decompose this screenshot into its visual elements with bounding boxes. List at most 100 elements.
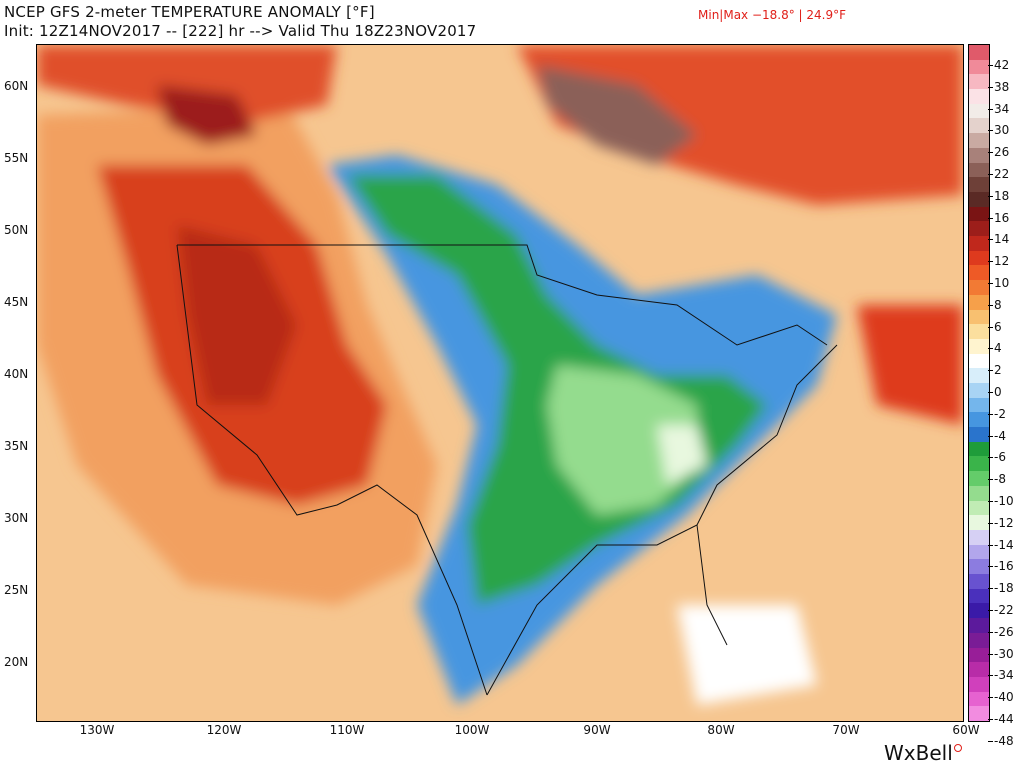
color-scale-segment <box>969 294 989 310</box>
us-canada-border <box>177 244 828 346</box>
color-scale-label: 34 <box>994 101 1010 116</box>
lat-label: 35N <box>4 439 29 453</box>
color-scale-tick <box>988 283 993 284</box>
color-scale-segment <box>969 397 989 413</box>
color-scale-label: -40 <box>994 690 1014 705</box>
lon-label: 100W <box>454 723 490 737</box>
lat-label: 55N <box>4 151 29 165</box>
color-scale-tick <box>988 588 993 590</box>
color-scale-label: -10 <box>994 494 1014 508</box>
lat-label: 40N <box>4 367 29 381</box>
color-scale-tick <box>988 130 993 132</box>
color-scale-segment <box>969 177 989 193</box>
coldest-core <box>547 365 697 515</box>
color-scale-label: -26 <box>994 624 1014 639</box>
color-scale-segment <box>969 618 989 634</box>
color-scale-segment <box>969 632 989 648</box>
color-scale-segment <box>969 103 989 119</box>
color-scale-segment <box>969 206 989 222</box>
color-scale-segment <box>969 59 989 75</box>
color-scale-label: 10 <box>994 276 1010 290</box>
hot-nw-core <box>157 85 257 145</box>
color-scale-label: 6 <box>994 319 1002 334</box>
color-scale-segment <box>969 544 989 560</box>
color-scale-segment <box>969 603 989 619</box>
brand-dot-icon <box>953 744 962 752</box>
color-scale-label: -18 <box>994 581 1014 596</box>
lon-label: 60W <box>952 723 980 737</box>
color-scale-tick <box>988 457 993 459</box>
color-scale-label: 38 <box>994 79 1010 94</box>
color-scale-label: -8 <box>994 472 1006 487</box>
color-scale-segment <box>969 471 989 487</box>
color-scale-tick <box>988 522 993 524</box>
brand-logo: WxBell <box>884 741 962 765</box>
color-scale-segment <box>969 412 989 428</box>
color-scale-label: 16 <box>994 210 1010 225</box>
color-scale-segment <box>969 191 989 208</box>
hotter-west-core <box>177 225 297 405</box>
color-scale-label: -6 <box>994 450 1006 465</box>
color-scale-segment <box>969 280 989 296</box>
color-scale-label: -48 <box>994 733 1014 748</box>
neutral-caribbean-zone <box>677 605 817 705</box>
color-scale-segment <box>969 529 989 546</box>
political-borders <box>176 244 838 696</box>
color-scale-label: -16 <box>994 559 1014 574</box>
color-scale-segment <box>969 236 989 252</box>
color-scale-label: -2 <box>994 406 1006 421</box>
lon-label: 110W <box>329 723 365 737</box>
color-scale-segment <box>969 353 989 369</box>
color-scale-label: -22 <box>994 603 1014 617</box>
color-scale-tick <box>988 108 993 110</box>
lat-label: 50N <box>4 223 29 237</box>
map-canvas <box>37 45 963 721</box>
color-scale-segment <box>969 574 989 590</box>
color-scale-tick <box>988 544 993 546</box>
min-max-readout: Min|Max −18.8° | 24.9°F <box>698 8 847 22</box>
color-scale-segment <box>969 647 989 663</box>
color-scale-tick <box>988 370 993 372</box>
color-scale-segment <box>969 89 989 105</box>
color-scale-segment <box>969 441 989 457</box>
lon-label: 120W <box>206 723 242 737</box>
color-scale-label: 26 <box>994 145 1010 160</box>
color-scale-tick <box>988 195 993 197</box>
color-scale-segment <box>969 118 989 134</box>
brand-name: WxBell <box>884 741 953 765</box>
color-scale-label: 0 <box>994 385 1002 399</box>
lon-label: 70W <box>832 723 860 737</box>
color-scale-label: 22 <box>994 167 1010 181</box>
color-scale-segment <box>969 147 989 164</box>
color-scale-tick <box>988 610 993 611</box>
temperature-anomaly-map <box>36 44 964 722</box>
color-scale-bar <box>968 44 990 722</box>
florida-outline <box>696 524 728 646</box>
lat-label: 30N <box>4 511 29 525</box>
color-scale-tick <box>988 631 993 633</box>
color-scale-label: 18 <box>994 188 1010 203</box>
color-scale-tick <box>988 174 993 175</box>
color-scale-label: -14 <box>994 537 1014 552</box>
color-scale-label: -4 <box>994 428 1006 443</box>
lon-label: 90W <box>583 723 611 737</box>
color-scale-tick <box>988 697 993 699</box>
color-scale-segment <box>969 221 989 237</box>
color-scale-segment <box>969 485 989 502</box>
color-scale-label: 42 <box>994 58 1010 72</box>
color-scale-tick <box>988 65 993 66</box>
color-scale-label: 8 <box>994 297 1002 312</box>
color-scale-segment <box>969 324 989 340</box>
color-scale-tick <box>988 435 993 437</box>
very-warm-canada-core <box>537 65 697 165</box>
color-scale-segment <box>969 265 989 281</box>
color-scale-segment <box>969 309 989 325</box>
color-scale-label: 12 <box>994 254 1010 269</box>
lon-label: 80W <box>707 723 735 737</box>
coldest-spot <box>657 425 707 485</box>
color-scale-segment <box>969 45 989 61</box>
warm-atlantic-zone <box>857 305 963 425</box>
color-scale-segment <box>969 74 989 90</box>
color-scale-tick <box>988 239 993 241</box>
color-scale-segment <box>969 133 989 149</box>
